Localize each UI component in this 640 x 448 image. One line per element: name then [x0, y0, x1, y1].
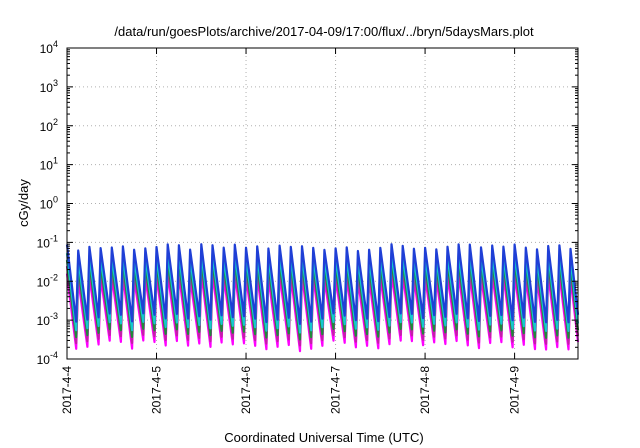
x-tick-label: 2017-4-4: [60, 366, 74, 414]
x-tick-label: 2017-4-7: [329, 366, 343, 414]
y-axis-ticks: 10-4 10-3 10-2 10-1 100 101 102 103 104: [37, 39, 578, 367]
x-tick-label: 2017-4-9: [508, 366, 522, 414]
y-tick-label: 102: [40, 117, 58, 134]
series-line: [65, 243, 580, 325]
y-tick-label: 10-4: [37, 350, 58, 367]
y-tick-label: 101: [40, 156, 58, 173]
x-tick-label: 2017-4-5: [150, 366, 164, 414]
y-tick-label: 10-3: [37, 311, 58, 328]
chart-title: /data/run/goesPlots/archive/2017-04-09/1…: [114, 24, 534, 39]
series-group: [65, 243, 580, 353]
y-tick-label: 103: [40, 78, 58, 95]
x-tick-label: 2017-4-6: [239, 366, 253, 414]
y-axis-label: cGy/day: [16, 179, 31, 227]
x-tick-label: 2017-4-8: [418, 366, 432, 414]
y-tick-label: 100: [40, 195, 58, 212]
y-tick-label: 10-1: [37, 233, 58, 250]
y-tick-label: 104: [40, 39, 58, 56]
x-axis-label: Coordinated Universal Time (UTC): [224, 430, 423, 445]
y-tick-label: 10-2: [37, 272, 58, 289]
x-axis-ticks: 2017-4-4 2017-4-5 2017-4-6 2017-4-7 2017-4-8…: [60, 48, 522, 414]
